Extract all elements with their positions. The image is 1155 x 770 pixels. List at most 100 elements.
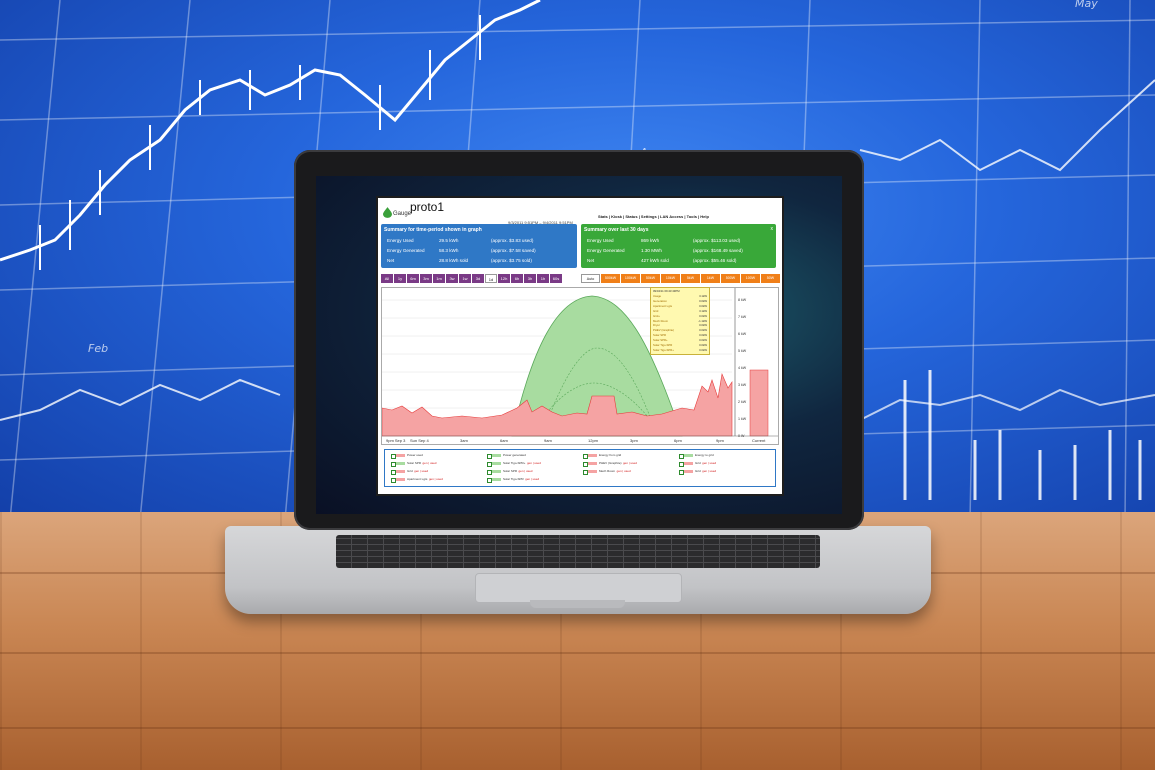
x-axis-tick-label: 3am: [460, 438, 468, 443]
tooltip-value: 0.0kW: [699, 298, 707, 303]
checkbox-icon[interactable]: [487, 478, 492, 483]
tooltip-value: 0.0kW: [699, 313, 707, 318]
legend-swatch: [588, 470, 597, 473]
legend-sub-text: gen | used: [526, 461, 541, 465]
checkbox-icon[interactable]: [583, 454, 588, 459]
checkbox-icon[interactable]: [391, 470, 396, 475]
range-button-1m[interactable]: 1m: [433, 274, 445, 283]
legend-label: Solar Tigo-SPR gen | used: [503, 477, 539, 481]
laptop-trackpad[interactable]: [475, 573, 682, 603]
row-note: (approx. $3.83 used): [491, 238, 534, 243]
y-axis-labels: 8 kW 7 kW 6 kW 5 kW 4 kW 3 kW 2 kW 1 kW 0 W: [738, 298, 747, 438]
legend-label: Power used: [407, 453, 423, 457]
range-button-3m[interactable]: 3m: [420, 274, 432, 283]
checkbox-icon[interactable]: [391, 454, 396, 459]
checkbox-icon[interactable]: [583, 462, 588, 467]
legend-label-text: Energy from grid: [599, 453, 622, 457]
summary-row: Energy Generated 58.3 kWh (approx. $7.58…: [381, 247, 577, 256]
checkbox-icon[interactable]: [679, 470, 684, 475]
x-axis-labels: 9pm Sep 3 Sun Sep 4 3am 6am 9am 12pm 3pm 6pm 9pm: [386, 438, 724, 443]
legend-swatch: [396, 478, 405, 481]
row-value: 1.30 MWh: [641, 248, 662, 253]
y-axis-tick-label: 5 kW: [738, 349, 747, 353]
range-button-60s[interactable]: 60s: [550, 274, 562, 283]
laptop-opening-notch: [530, 600, 625, 608]
scale-button-5kw[interactable]: 5kW: [681, 274, 700, 283]
power-generated-area: [511, 295, 683, 437]
tooltip-value: -1.1kW: [698, 318, 707, 323]
row-value: 427 kWh sold: [641, 258, 669, 263]
checkbox-icon[interactable]: [487, 454, 492, 459]
power-graph-svg: 9pm Sep 3 Sun Sep 4 3am 6am 9am 12pm 3pm 6pm 9pm…: [382, 288, 778, 444]
scale-button-500w[interactable]: 500W: [721, 274, 740, 283]
checkbox-icon[interactable]: [487, 462, 492, 467]
legend-label-text: Grid: [407, 469, 413, 473]
checkbox-icon[interactable]: [679, 462, 684, 467]
legend-label-text: Mech Room: [599, 469, 616, 473]
legend-label-text: Grid: [695, 469, 701, 473]
tooltip-label: PHEV (Graphite): [653, 328, 674, 333]
legend-label: Apartment Lgts gen | used: [407, 477, 443, 481]
graph-divider: [734, 288, 736, 436]
period-summary-title: Summary for time-period shown in graph: [384, 227, 482, 233]
device-name-title: proto1: [410, 200, 445, 214]
logo-text: Gauge: [393, 211, 412, 217]
legend-label: Solar SPR gen | used: [407, 461, 436, 465]
scale-button-50w[interactable]: 50W: [761, 274, 780, 283]
row-note: (approx. $113.03 used): [693, 238, 741, 243]
tooltip-label: Grid+: [653, 313, 660, 318]
tooltip-label: Apartment Lgts: [653, 303, 672, 308]
x-axis-tick-label: 9pm Sep 3: [386, 438, 406, 443]
current-power-bar: [749, 369, 769, 437]
legend-sub-text: gen | used: [525, 477, 540, 481]
legend-label: Energy from grid: [599, 453, 621, 457]
scale-button-1kw[interactable]: 1kW: [701, 274, 720, 283]
power-graph[interactable]: 9pm Sep 3 Sun Sep 4 3am 6am 9am 12pm 3pm 6pm 9pm…: [381, 287, 779, 445]
legend-sub-text: gen | used: [702, 461, 717, 465]
close-icon[interactable]: x: [770, 226, 774, 232]
period-summary-panel: Summary for time-period shown in graph E…: [381, 224, 577, 268]
range-button-1h[interactable]: 1h: [537, 274, 549, 283]
range-button-6h[interactable]: 6h: [511, 274, 523, 283]
checkbox-icon[interactable]: [391, 478, 396, 483]
tooltip-label: Solar SPR+: [653, 338, 668, 343]
legend-swatch: [588, 454, 597, 457]
scale-button-10kw[interactable]: 10kW: [661, 274, 680, 283]
checkbox-icon[interactable]: [391, 462, 396, 467]
tooltip-label: Solar Tigo-SPR+: [653, 347, 674, 352]
checkbox-icon[interactable]: [487, 470, 492, 475]
legend-swatch: [684, 454, 693, 457]
summary-row: Energy Used 29.5 kWh (approx. $3.83 used…: [381, 237, 577, 246]
y-axis-tick-label: 7 kW: [738, 315, 747, 319]
tooltip-row: Mech Room -1.1kW: [653, 319, 707, 323]
row-note: (approx. $168.49 saved): [693, 248, 743, 253]
scale-button-auto[interactable]: Auto: [581, 274, 600, 283]
range-button-6m[interactable]: 6m: [407, 274, 419, 283]
scale-button-100w[interactable]: 100W: [741, 274, 760, 283]
row-value: 58.3 kWh: [439, 248, 459, 253]
plank-seam: [0, 727, 1155, 729]
range-button-12h[interactable]: 12h: [498, 274, 510, 283]
legend-label-text: Grid: [695, 461, 701, 465]
range-button-3w[interactable]: 3w: [446, 274, 458, 283]
legend-label: PHEV (Graphite) gen | used: [599, 461, 637, 465]
legend-swatch: [492, 454, 501, 457]
legend-label: Power generated: [503, 453, 526, 457]
scale-button-500kw[interactable]: 500kW: [601, 274, 620, 283]
scale-button-50kw[interactable]: 50kW: [641, 274, 660, 283]
checkbox-icon[interactable]: [583, 470, 588, 475]
scale-button-100kw[interactable]: 100kW: [621, 274, 640, 283]
range-button-all[interactable]: All: [381, 274, 393, 283]
legend-swatch: [492, 470, 501, 473]
legend-sub-text: gen | used: [422, 461, 437, 465]
range-button-3d[interactable]: 3d: [472, 274, 484, 283]
range-button-1w[interactable]: 1w: [459, 274, 471, 283]
legend-swatch: [396, 462, 405, 465]
top-nav-links[interactable]: Stats | Kiosk | Status | Settings | LAN …: [598, 214, 709, 219]
checkbox-icon[interactable]: [679, 454, 684, 459]
range-button-3h[interactable]: 3h: [524, 274, 536, 283]
legend-swatch: [492, 478, 501, 481]
range-button-1d[interactable]: 1d: [485, 274, 497, 283]
range-button-1y[interactable]: 1y: [394, 274, 406, 283]
row-value: 29.5 kWh: [439, 238, 459, 243]
